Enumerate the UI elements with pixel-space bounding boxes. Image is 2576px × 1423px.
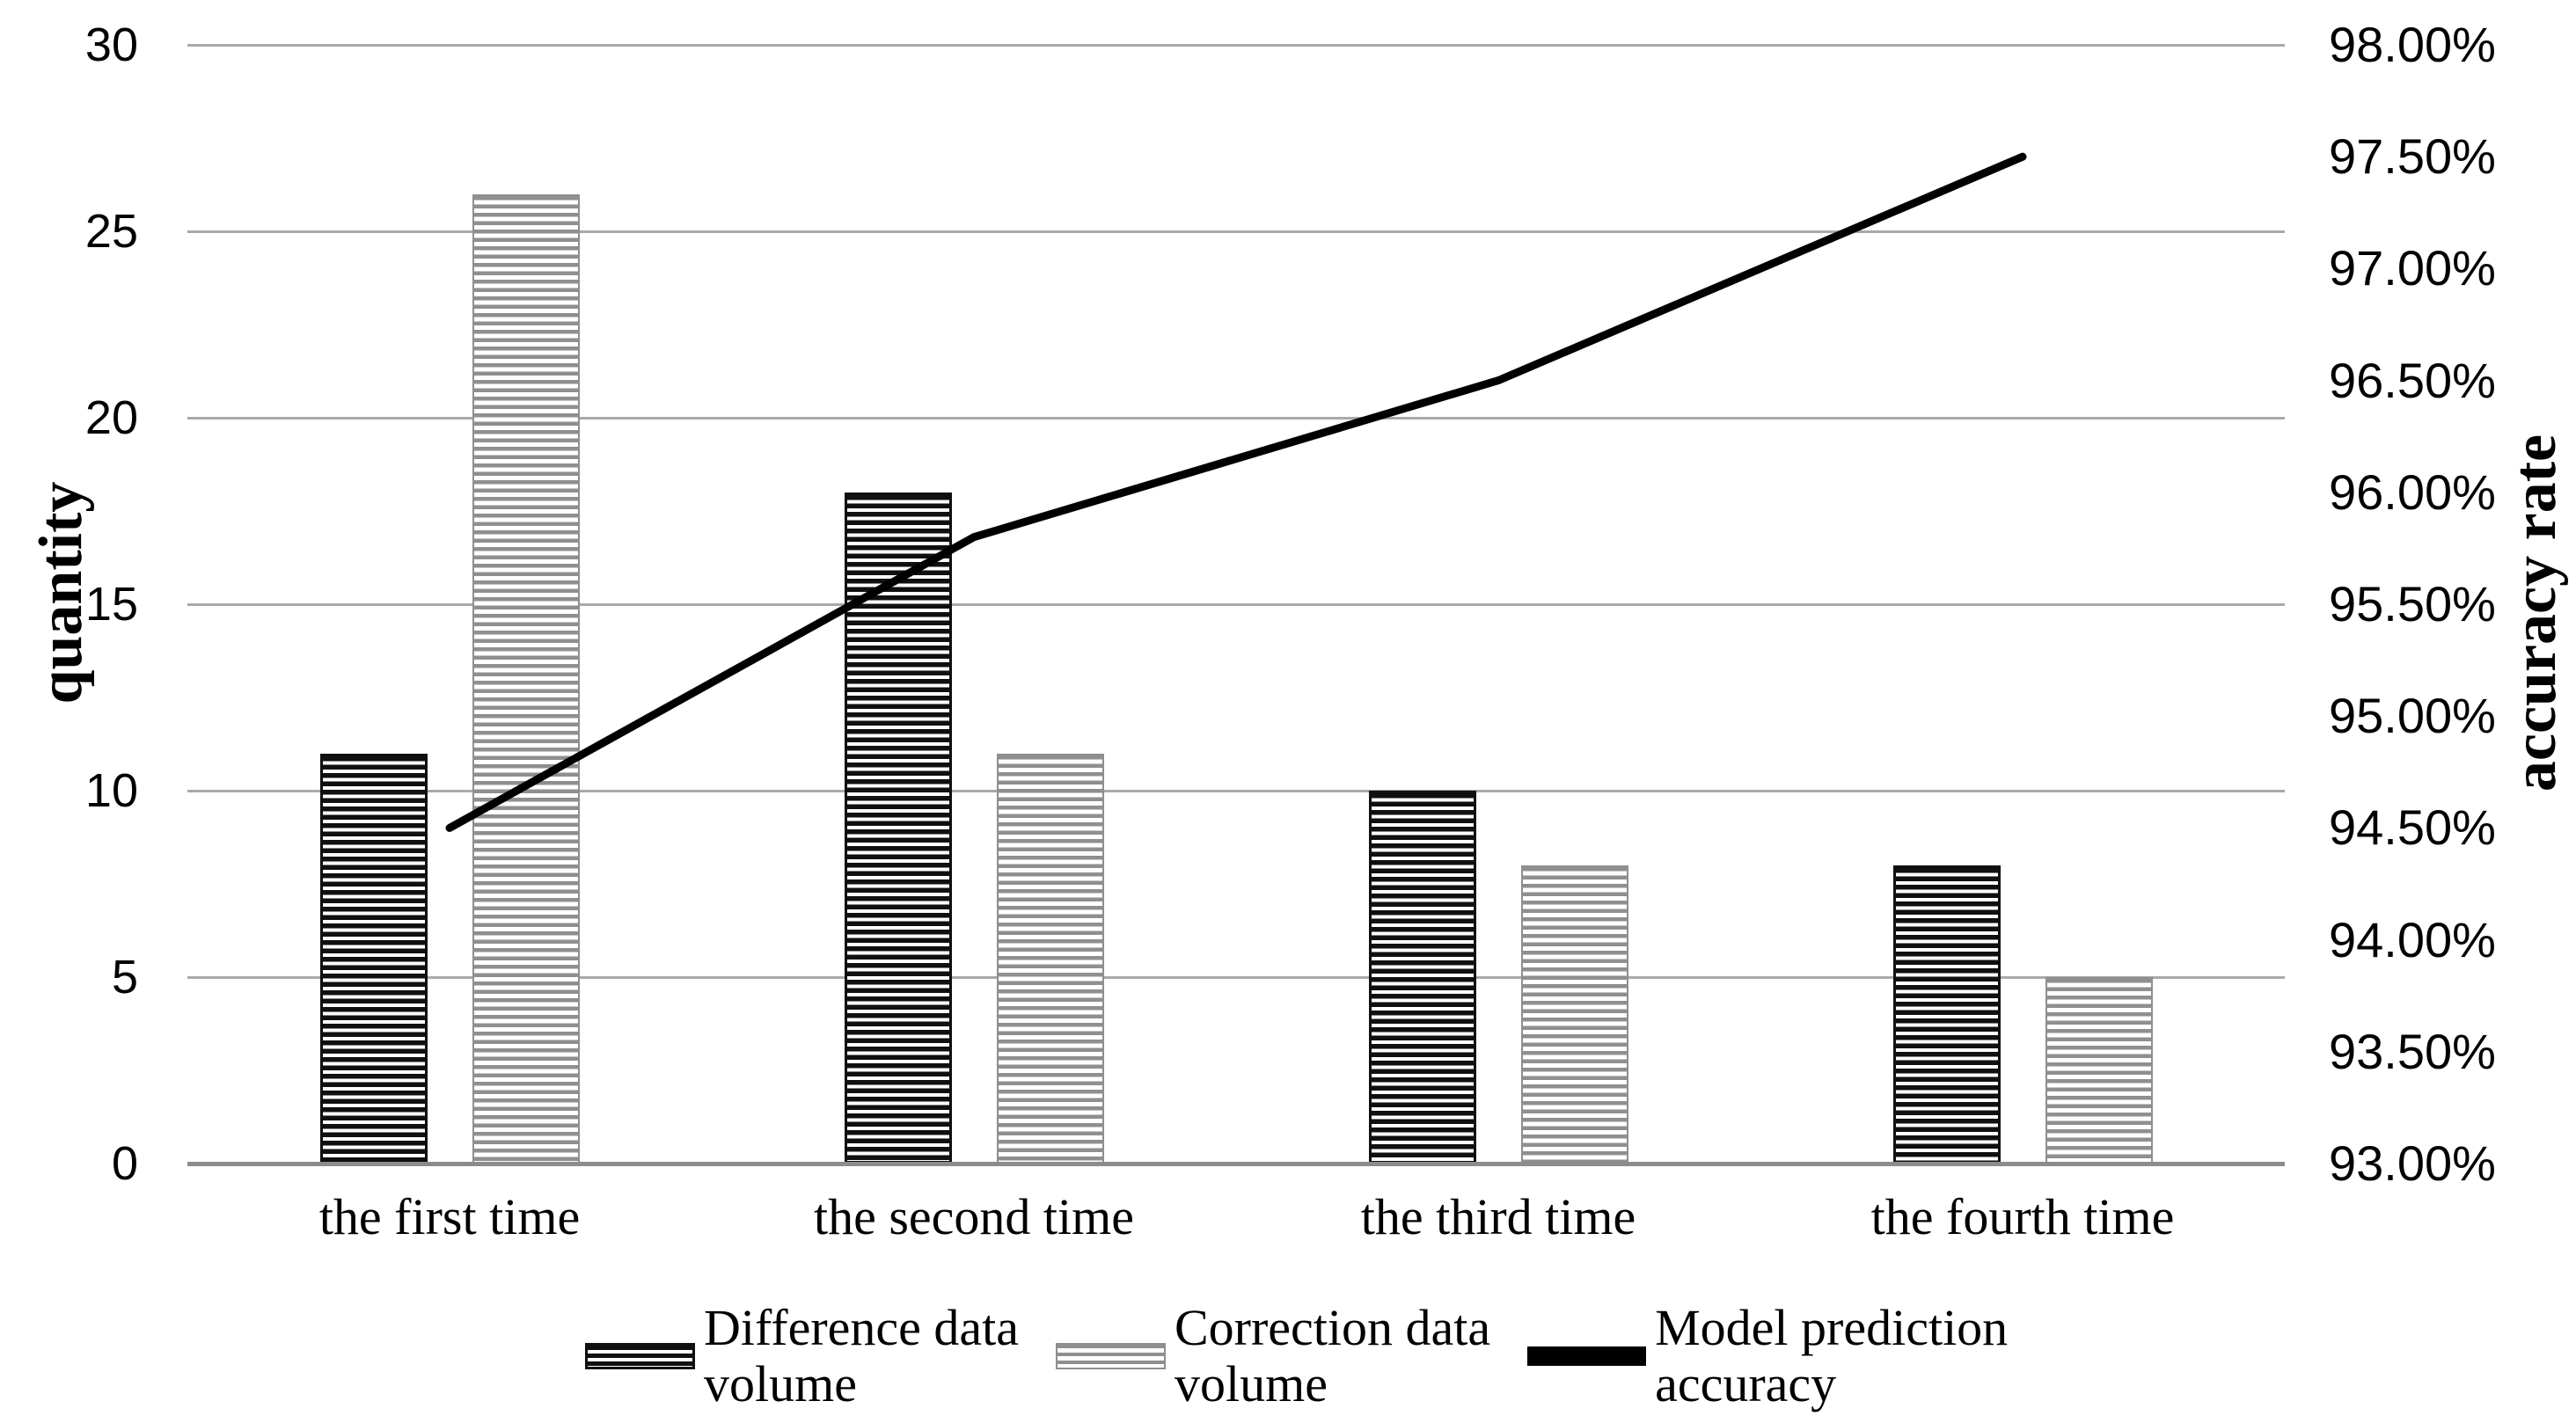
gridline <box>187 230 2285 233</box>
legend-label: Model prediction accuracy <box>1655 1300 2008 1412</box>
legend-label-line: volume <box>704 1355 857 1412</box>
plot-area <box>187 43 2285 1166</box>
legend-item-bar-dark: Difference data volume <box>585 1300 1019 1412</box>
accuracy-line-layer <box>445 152 2027 832</box>
legend-item-line: Model prediction accuracy <box>1527 1300 2008 1412</box>
left-axis-tick-label: 15 <box>84 578 138 631</box>
left-axis-tick-label: 20 <box>84 391 138 444</box>
bar-difference-2 <box>844 492 952 1164</box>
right-axis-tick-label: 97.00% <box>2329 240 2496 296</box>
category-label-1: the first time <box>318 1188 581 1245</box>
right-axis-tick-label: 98.00% <box>2329 17 2496 72</box>
left-axis-tick-label: 25 <box>84 205 138 258</box>
legend-item-bar-light: Correction data volume <box>1055 1300 1490 1412</box>
gridline <box>187 416 2285 420</box>
gridline <box>187 43 2285 47</box>
category-label-4: the fourth time <box>1870 1188 2175 1245</box>
bar-correction-4 <box>2045 977 2153 1164</box>
legend-swatch-bar-light-pattern-icon <box>1055 1343 1166 1369</box>
bar-difference-4 <box>1892 865 2001 1164</box>
legend-label-line: Model prediction <box>1655 1299 2009 1356</box>
legend-label-line: Difference data <box>704 1299 1019 1356</box>
right-axis-tick-label: 93.00% <box>2329 1135 2496 1191</box>
left-axis-tick-label: 10 <box>84 764 138 817</box>
category-label-2: the second time <box>813 1188 1134 1245</box>
legend-label: Correction data volume <box>1175 1300 1490 1412</box>
accuracy-line <box>445 152 2027 832</box>
legend-label-line: accuracy <box>1655 1355 1837 1412</box>
left-axis-tick-label: 0 <box>111 1137 138 1190</box>
gridline <box>187 975 2285 979</box>
legend: Difference data volume Correction data volu… <box>585 1300 2008 1412</box>
right-axis-tick-label: 95.50% <box>2329 576 2496 631</box>
gridline <box>187 789 2285 792</box>
legend-label-line: volume <box>1174 1355 1328 1412</box>
category-label-3: the third time <box>1360 1188 1636 1245</box>
bar-difference-3 <box>1368 791 1476 1164</box>
legend-swatch-line-icon <box>1527 1346 1647 1366</box>
bar-correction-2 <box>996 753 1104 1164</box>
left-axis-tick-label: 30 <box>84 18 138 71</box>
legend-swatch-bar-dark-pattern-icon <box>585 1343 695 1369</box>
right-axis-tick-label: 94.00% <box>2329 911 2496 967</box>
right-axis-tick-label: 96.00% <box>2329 463 2496 520</box>
bar-correction-1 <box>472 193 580 1164</box>
right-axis-tick-label: 97.50% <box>2329 128 2496 185</box>
legend-label-line: Correction data <box>1174 1299 1491 1356</box>
bar-correction-3 <box>1520 865 1628 1164</box>
x-axis-baseline <box>187 1161 2285 1166</box>
legend-label: Difference data volume <box>704 1300 1019 1412</box>
gridline <box>187 602 2285 606</box>
right-axis-tick-label: 96.50% <box>2329 352 2496 408</box>
right-axis-tick-label: 93.50% <box>2329 1023 2496 1079</box>
left-axis-tick-label: 5 <box>111 951 138 1003</box>
right-axis-tick-label: 95.00% <box>2329 688 2496 744</box>
right-axis-tick-label: 94.50% <box>2329 799 2496 856</box>
